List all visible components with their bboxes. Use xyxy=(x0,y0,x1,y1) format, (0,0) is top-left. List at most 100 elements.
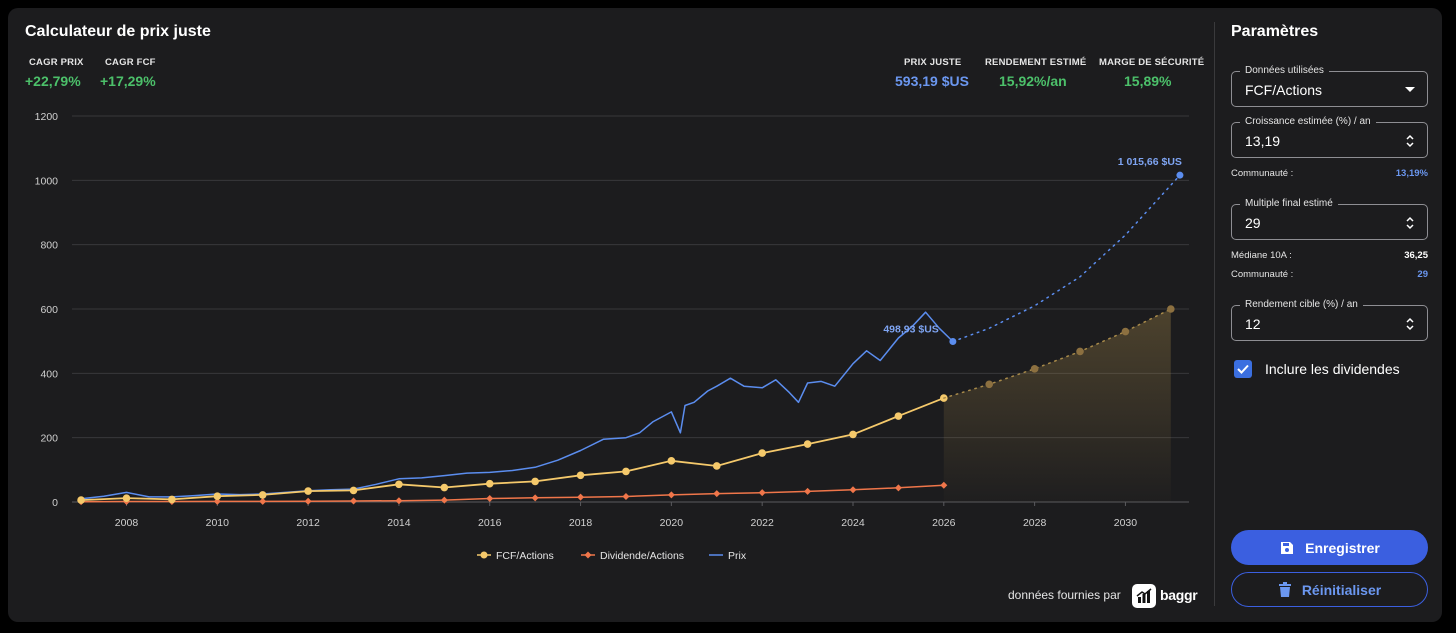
fcf-point xyxy=(531,477,539,486)
croissance-estimee-value: 13,19 xyxy=(1245,133,1281,149)
dividende-point xyxy=(304,497,312,505)
fcf-point xyxy=(622,467,630,476)
dividende-point xyxy=(350,497,358,505)
prix-juste-label: PRIX JUSTE xyxy=(904,57,962,68)
y-tick-label: 200 xyxy=(40,433,58,445)
fcf-projection-point xyxy=(1167,305,1175,313)
x-tick-label: 2022 xyxy=(750,517,774,529)
marge-securite-value: 15,89% xyxy=(1124,73,1172,89)
stepper-icon[interactable] xyxy=(1405,133,1415,149)
fcf-point xyxy=(849,430,857,439)
rendement-estime-label: RENDEMENT ESTIMÉ xyxy=(985,57,1087,68)
x-tick-label: 2016 xyxy=(478,517,502,529)
donnees-utilisees-select[interactable]: Données utilisées FCF/Actions xyxy=(1231,65,1428,107)
stepper-icon[interactable] xyxy=(1405,215,1415,231)
rendement-cible-label: Rendement cible (%) / an xyxy=(1240,299,1363,310)
inclure-dividendes-checkbox[interactable] xyxy=(1234,360,1252,378)
dividende-point xyxy=(758,489,766,497)
x-tick-label: 2020 xyxy=(660,517,684,529)
fcf-point xyxy=(485,479,494,488)
x-tick-label: 2024 xyxy=(841,517,865,529)
multiple-final-value: 29 xyxy=(1245,215,1261,231)
cagr-fcf-label: CAGR FCF xyxy=(105,57,156,68)
x-tick-label: 2030 xyxy=(1114,517,1138,529)
legend-label: Dividende/Actions xyxy=(600,550,684,562)
prix-projection-line xyxy=(952,174,1181,343)
dividende-point xyxy=(622,493,630,501)
y-tick-label: 1000 xyxy=(35,175,59,187)
multiple-final-label: Multiple final estimé xyxy=(1240,198,1338,209)
trash-icon xyxy=(1278,581,1291,597)
price-annotation: 1 015,66 $US xyxy=(1118,156,1182,168)
croissance-estimee-input[interactable]: Croissance estimée (%) / an 13,19 xyxy=(1231,116,1428,158)
cagr-prix-value: +22,79% xyxy=(25,73,81,89)
baggr-logo-text[interactable]: baggr xyxy=(1160,587,1198,603)
multiple-final-input[interactable]: Multiple final estimé 29 xyxy=(1231,198,1428,240)
communaute-multiple-label: Communauté : xyxy=(1231,269,1294,280)
dividende-series-line xyxy=(81,484,944,503)
fcf-point xyxy=(213,492,222,501)
price-annotation: 498,93 $US xyxy=(883,323,938,335)
fcf-point xyxy=(168,495,176,504)
fcf-projection-line xyxy=(943,308,1172,399)
dividende-point xyxy=(259,497,267,505)
communaute-multiple-value[interactable]: 29 xyxy=(1417,269,1428,280)
stepper-icon[interactable] xyxy=(1405,316,1415,332)
dividende-point xyxy=(894,484,902,492)
prix-juste-value: 593,19 $US xyxy=(895,73,969,89)
chevron-down-icon[interactable] xyxy=(1405,87,1415,92)
fcf-point xyxy=(803,440,812,448)
fcf-projection-point xyxy=(1121,327,1130,336)
save-icon xyxy=(1281,541,1294,554)
x-tick-label: 2012 xyxy=(296,517,320,529)
cagr-fcf-value: +17,29% xyxy=(100,73,156,89)
prix-current-point xyxy=(949,337,957,345)
dividende-point xyxy=(940,481,948,489)
fcf-point xyxy=(258,491,267,499)
legend-marker xyxy=(584,551,592,559)
dividende-point xyxy=(849,486,857,494)
donnees-utilisees-value: FCF/Actions xyxy=(1245,82,1323,98)
dividende-point xyxy=(486,494,494,502)
fcf-projection-point xyxy=(985,380,994,389)
x-tick-label: 2018 xyxy=(569,517,593,529)
x-tick-label: 2028 xyxy=(1023,517,1047,529)
dividende-point xyxy=(577,493,585,501)
sidebar-title: Paramètres xyxy=(1231,23,1319,40)
fair-price-chart[interactable]: 0 200 400 600 800 1000 1200 2008 2010 2012 2014 201… xyxy=(0,0,1210,575)
sidebar-divider xyxy=(1214,22,1215,606)
x-tick-label: 2026 xyxy=(932,517,956,529)
inclure-dividendes-label[interactable]: Inclure les dividendes xyxy=(1265,361,1400,377)
save-button[interactable]: Enregistrer xyxy=(1231,530,1428,565)
baggr-logo-icon[interactable] xyxy=(1132,584,1156,608)
rendement-cible-input[interactable]: Rendement cible (%) / an 12 xyxy=(1231,299,1428,341)
y-tick-label: 600 xyxy=(40,304,58,316)
legend-marker xyxy=(480,551,488,559)
fcf-point xyxy=(894,412,903,420)
y-tick-label: 800 xyxy=(40,240,58,252)
dividende-point xyxy=(395,497,403,505)
communaute-croissance-label: Communauté : xyxy=(1231,168,1294,179)
fcf-point xyxy=(576,471,585,480)
projection-area xyxy=(943,309,1171,502)
cagr-prix-label: CAGR PRIX xyxy=(29,57,84,68)
communaute-croissance-value[interactable]: 13,19% xyxy=(1395,168,1428,179)
fcf-point xyxy=(712,462,721,470)
croissance-estimee-label: Croissance estimée (%) / an xyxy=(1240,116,1376,127)
legend-label: FCF/Actions xyxy=(496,550,554,562)
fcf-point xyxy=(122,494,131,502)
dividende-point xyxy=(804,487,812,495)
x-tick-label: 2014 xyxy=(387,517,411,529)
rendement-estime-value: 15,92%/an xyxy=(999,73,1067,89)
dividende-point xyxy=(667,491,675,499)
dividende-point xyxy=(213,497,221,505)
fcf-point xyxy=(77,496,85,504)
marge-securite-label: MARGE DE SÉCURITÉ xyxy=(1099,57,1205,68)
fcf-point xyxy=(667,457,676,465)
fcf-point xyxy=(349,486,358,495)
donnees-utilisees-label: Données utilisées xyxy=(1240,65,1329,76)
check-icon xyxy=(1237,364,1249,374)
dividende-point xyxy=(713,490,721,498)
reset-button[interactable]: Réinitialiser xyxy=(1231,572,1428,607)
x-tick-label: 2008 xyxy=(115,517,139,529)
